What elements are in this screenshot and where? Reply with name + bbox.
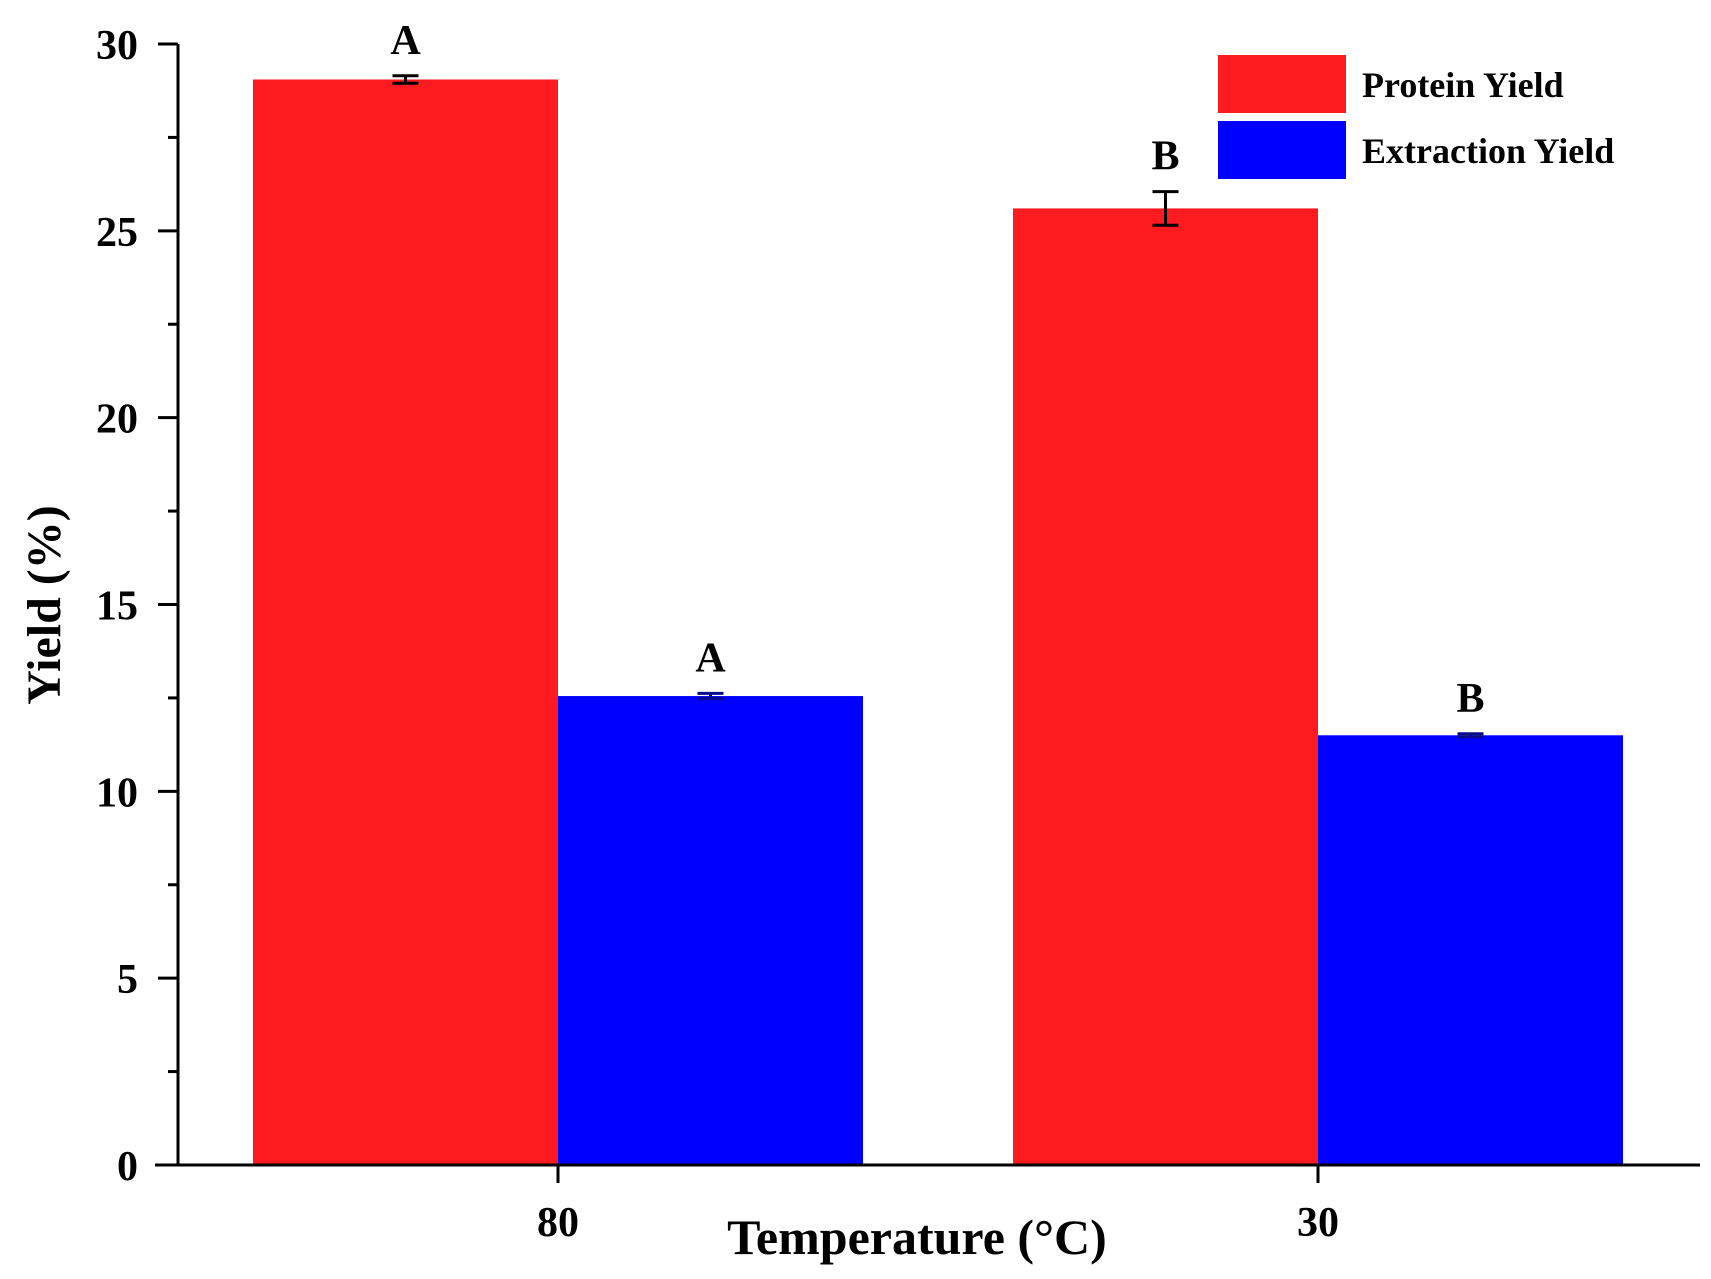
y-tick-label: 15 [96,584,138,630]
bars-layer [253,79,1623,1166]
y-tick-label: 0 [117,1144,138,1190]
y-axis-label: Yield (%) [18,505,71,705]
y-tick-label: 5 [117,957,138,1003]
bar-protein-yield-80 [253,79,558,1166]
y-tick-label: 20 [96,397,138,443]
legend-swatch [1218,55,1346,113]
y-ticks-layer: 0 5 10 15 20 25 30 [96,23,178,1190]
y-tick-label: 25 [96,210,138,256]
bar-extraction-yield-30 [1318,735,1623,1165]
x-tick-label: 80 [537,1200,579,1246]
bar-extraction-yield-80 [558,696,863,1165]
bar-protein-yield-30 [1013,208,1318,1165]
significance-letter: B [1151,134,1179,180]
y-tick-label: 30 [96,23,138,69]
legend-swatch [1218,121,1346,179]
significance-letter: A [695,635,726,681]
significance-letters-layer: A A B B [390,18,1484,722]
legend-label: Protein Yield [1362,65,1564,105]
x-tick-label: 30 [1297,1200,1339,1246]
significance-letter: B [1456,676,1484,722]
error-bars-layer [392,74,1484,739]
y-tick-label: 10 [96,770,138,816]
x-axis-label: Temperature (°C) [727,1209,1107,1265]
x-ticks-layer: 80 30 [537,1165,1339,1246]
legend: Protein Yield Extraction Yield [1218,55,1614,179]
legend-label: Extraction Yield [1362,131,1614,171]
significance-letter: A [390,18,421,64]
